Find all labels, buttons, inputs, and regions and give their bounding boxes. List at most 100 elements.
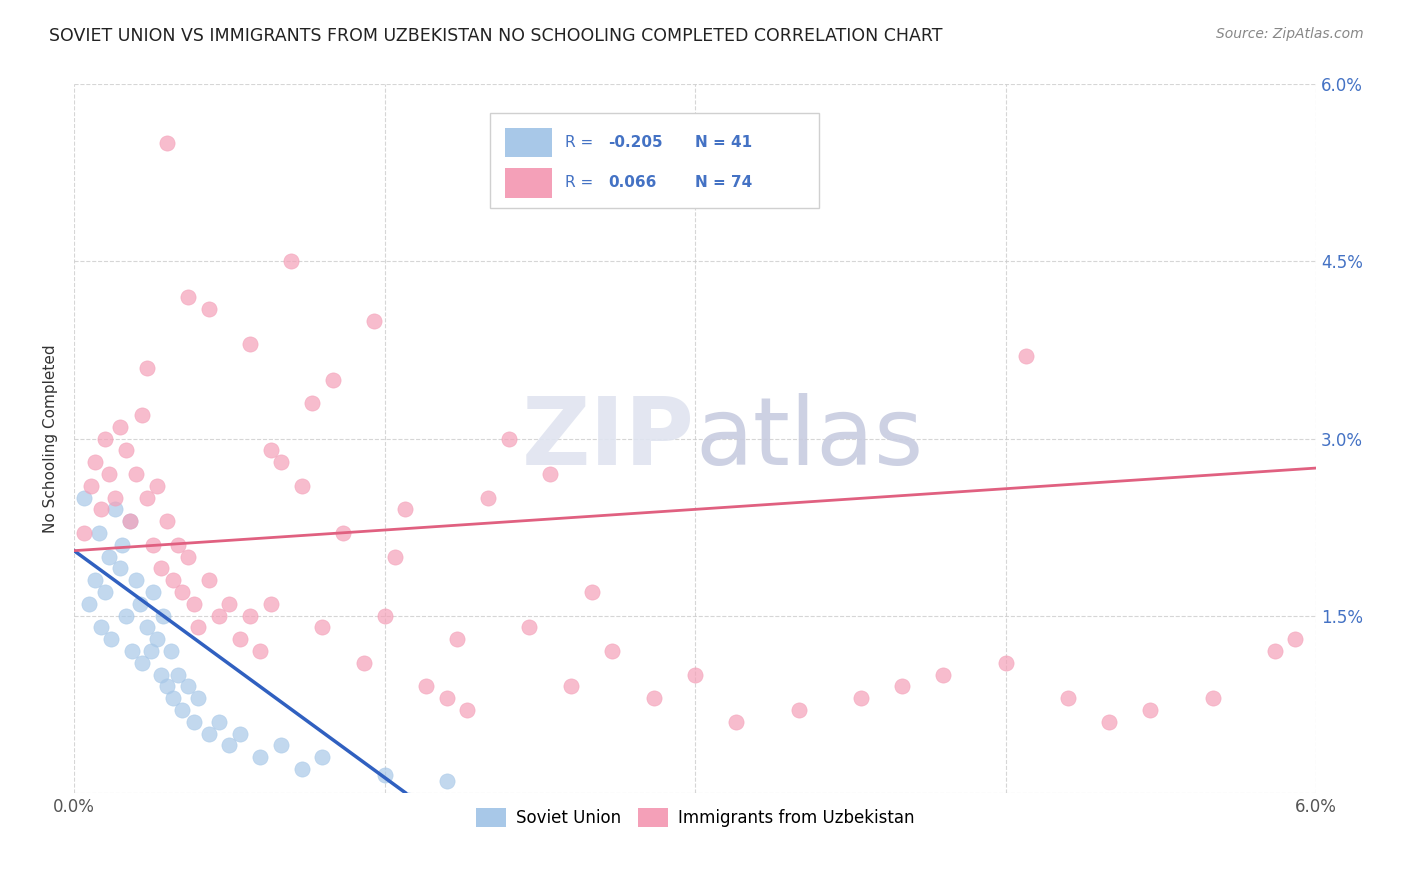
- Point: [891, 680, 914, 694]
- Point: [600, 644, 623, 658]
- Point: [932, 667, 955, 681]
- Point: [94, 432, 117, 446]
- Point: [177, 549, 200, 564]
- Point: [90, 502, 112, 516]
- Point: [301, 396, 323, 410]
- Point: [125, 573, 148, 587]
- Text: N = 74: N = 74: [695, 176, 752, 190]
- FancyBboxPatch shape: [505, 168, 553, 198]
- Point: [183, 597, 205, 611]
- Point: [162, 573, 184, 587]
- Point: [1139, 703, 1161, 717]
- Point: [456, 703, 478, 717]
- Point: [208, 608, 231, 623]
- Point: [683, 667, 706, 681]
- Point: [100, 632, 122, 647]
- Point: [270, 739, 292, 753]
- Point: [77, 597, 100, 611]
- Point: [170, 703, 193, 717]
- Point: [311, 620, 333, 634]
- Point: [142, 585, 165, 599]
- Point: [129, 597, 152, 611]
- Point: [83, 455, 105, 469]
- Point: [239, 608, 262, 623]
- Point: [104, 502, 127, 516]
- Text: atlas: atlas: [695, 392, 924, 484]
- Point: [415, 680, 437, 694]
- Point: [353, 656, 375, 670]
- Point: [560, 680, 582, 694]
- Point: [994, 656, 1017, 670]
- Point: [249, 750, 271, 764]
- Text: R =: R =: [565, 135, 598, 150]
- Point: [1098, 714, 1121, 729]
- Point: [131, 408, 153, 422]
- Point: [94, 585, 117, 599]
- Point: [73, 491, 96, 505]
- Point: [446, 632, 468, 647]
- Point: [643, 691, 665, 706]
- Point: [121, 644, 143, 658]
- Point: [187, 620, 209, 634]
- Point: [87, 526, 110, 541]
- Point: [260, 597, 283, 611]
- Point: [139, 644, 162, 658]
- Point: [270, 455, 292, 469]
- Point: [183, 714, 205, 729]
- Point: [332, 526, 354, 541]
- Point: [115, 443, 138, 458]
- Text: 0.066: 0.066: [609, 176, 657, 190]
- Point: [146, 479, 169, 493]
- Point: [374, 768, 396, 782]
- Point: [156, 680, 179, 694]
- Point: [166, 667, 188, 681]
- Point: [150, 667, 173, 681]
- Point: [849, 691, 872, 706]
- FancyBboxPatch shape: [491, 112, 820, 209]
- Point: [135, 491, 157, 505]
- Point: [538, 467, 561, 481]
- Point: [162, 691, 184, 706]
- Point: [135, 360, 157, 375]
- Text: N = 41: N = 41: [695, 135, 752, 150]
- Legend: Soviet Union, Immigrants from Uzbekistan: Soviet Union, Immigrants from Uzbekistan: [470, 801, 921, 834]
- Point: [118, 514, 141, 528]
- Point: [1201, 691, 1223, 706]
- Point: [156, 514, 179, 528]
- Text: Source: ZipAtlas.com: Source: ZipAtlas.com: [1216, 27, 1364, 41]
- Point: [90, 620, 112, 634]
- Point: [118, 514, 141, 528]
- Text: -0.205: -0.205: [609, 135, 662, 150]
- Point: [152, 608, 174, 623]
- Point: [104, 491, 127, 505]
- Point: [1264, 644, 1286, 658]
- Point: [156, 136, 179, 151]
- Point: [218, 597, 240, 611]
- Point: [384, 549, 406, 564]
- Point: [374, 608, 396, 623]
- Point: [1015, 349, 1038, 363]
- FancyBboxPatch shape: [505, 128, 553, 157]
- Point: [108, 561, 131, 575]
- Point: [197, 301, 219, 316]
- Point: [477, 491, 499, 505]
- Point: [311, 750, 333, 764]
- Point: [177, 680, 200, 694]
- Point: [787, 703, 810, 717]
- Point: [228, 632, 250, 647]
- Point: [197, 573, 219, 587]
- Point: [73, 526, 96, 541]
- Point: [280, 254, 302, 268]
- Point: [291, 762, 314, 776]
- Point: [83, 573, 105, 587]
- Point: [725, 714, 748, 729]
- Point: [166, 538, 188, 552]
- Point: [79, 479, 101, 493]
- Point: [108, 419, 131, 434]
- Point: [125, 467, 148, 481]
- Text: SOVIET UNION VS IMMIGRANTS FROM UZBEKISTAN NO SCHOOLING COMPLETED CORRELATION CH: SOVIET UNION VS IMMIGRANTS FROM UZBEKIST…: [49, 27, 942, 45]
- Point: [436, 773, 458, 788]
- Point: [142, 538, 165, 552]
- Point: [135, 620, 157, 634]
- Point: [146, 632, 169, 647]
